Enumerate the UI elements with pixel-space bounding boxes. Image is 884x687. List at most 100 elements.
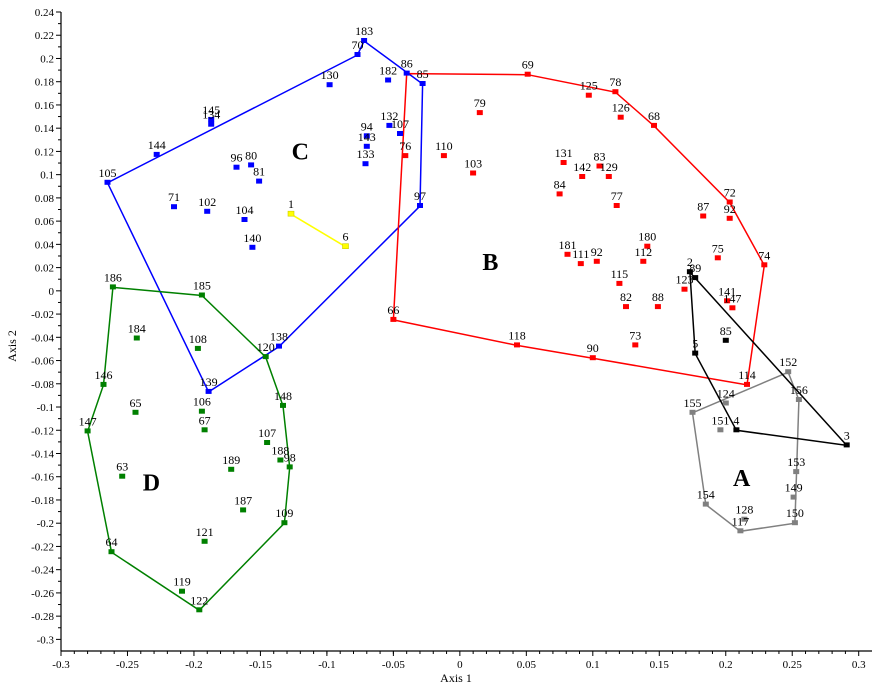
data-point-125 (585, 92, 592, 98)
axes: -0.3 -0.25 -0.2 -0.15 -0.1 -0.05 0 0.05 0.1 0.15 0… (31, 7, 872, 671)
data-point-97 (417, 203, 423, 208)
point-label-98: 98 (284, 450, 296, 464)
x-tick-label: -0.1 (318, 659, 335, 671)
y-tick-label: -0.1 (37, 402, 54, 414)
data-point-149 (790, 494, 797, 500)
data-point-120 (262, 354, 269, 360)
point-label-182: 182 (379, 64, 397, 78)
data-point-151 (717, 427, 724, 433)
point-label-111: 111 (572, 247, 589, 261)
point-label-124: 124 (717, 387, 735, 401)
data-point-123 (681, 286, 688, 292)
data-point-114 (744, 381, 750, 387)
point-label-71: 71 (168, 190, 180, 204)
x-tick-label: 0.1 (586, 659, 600, 671)
point-label-68: 68 (648, 109, 660, 123)
point-label-4: 4 (733, 413, 739, 427)
point-label-185: 185 (193, 279, 211, 293)
data-point-81 (256, 178, 263, 184)
x-tick-label: -0.25 (116, 659, 139, 671)
point-label-156: 156 (790, 383, 808, 397)
data-point-78 (612, 89, 619, 95)
y-tick-label: -0.08 (31, 379, 54, 391)
y-tick-label: 0.02 (35, 263, 54, 275)
x-tick-label: 0.2 (719, 659, 733, 671)
point-label-70: 70 (352, 38, 364, 52)
group-label-a: A (733, 466, 751, 492)
hull-b (392, 72, 766, 386)
data-point-187 (240, 507, 247, 513)
group-label-d: D (143, 471, 160, 497)
point-label-65: 65 (130, 396, 142, 410)
data-point-141 (724, 298, 731, 304)
point-label-63: 63 (116, 460, 128, 474)
data-point-188 (277, 457, 284, 463)
point-label-148: 148 (274, 389, 292, 403)
data-point-65 (132, 409, 139, 415)
data-point-154 (702, 501, 709, 507)
point-label-88: 88 (652, 290, 664, 304)
data-point-73 (632, 342, 639, 348)
data-point-143 (363, 143, 370, 149)
y-tick-label: -0.12 (31, 425, 54, 437)
point-label-134: 134 (202, 108, 220, 122)
y-tick-label: -0.28 (31, 611, 54, 623)
point-label-133: 133 (357, 147, 375, 161)
data-point-106 (198, 408, 205, 414)
point-label-129: 129 (600, 160, 618, 174)
data-point-4 (733, 427, 740, 433)
data-point-150 (791, 520, 798, 526)
y-axis-title: Axis 2 (5, 330, 19, 362)
point-label-64: 64 (106, 535, 118, 549)
data-point-80 (248, 162, 255, 168)
point-label-153: 153 (787, 455, 805, 469)
data-point-180 (644, 243, 651, 249)
point-label-79: 79 (474, 96, 486, 110)
point-label-188: 188 (271, 444, 289, 458)
point-label-84: 84 (554, 177, 566, 191)
data-point-67 (201, 427, 208, 433)
point-label-103: 103 (464, 157, 482, 171)
point-label-147: 147 (723, 291, 741, 305)
point-label-76: 76 (399, 139, 411, 153)
data-point-142 (579, 174, 586, 179)
data-point-88 (654, 304, 661, 310)
point-label-90: 90 (587, 341, 599, 355)
point-label-149: 149 (785, 481, 803, 495)
data-point-144 (153, 151, 160, 157)
y-tick-label: -0.26 (31, 588, 54, 600)
point-label-126: 126 (612, 101, 630, 115)
data-point-75 (714, 255, 721, 261)
point-label-130: 130 (321, 68, 339, 82)
point-label-184: 184 (128, 322, 146, 336)
data-point-64 (108, 549, 115, 555)
data-point-72 (726, 199, 733, 205)
point-label-107: 107 (391, 117, 409, 131)
point-label-181: 181 (559, 238, 577, 252)
point-label-115: 115 (611, 267, 629, 281)
point-label-108: 108 (189, 332, 207, 346)
data-point-79 (476, 110, 483, 116)
data-point-119 (179, 588, 185, 594)
data-point-85 (419, 81, 426, 86)
point-label-152: 152 (779, 355, 797, 369)
y-tick-label: -0.16 (31, 472, 54, 484)
data-point-145 (208, 117, 215, 122)
x-tick-label: 0 (457, 659, 463, 671)
data-point-140 (249, 244, 256, 250)
point-label-155: 155 (684, 396, 702, 410)
data-point-105 (104, 179, 111, 185)
point-label-86: 86 (401, 57, 413, 71)
point-label-94: 94 (361, 119, 373, 133)
point-label-85: 85 (720, 324, 732, 338)
data-point-109 (281, 520, 288, 526)
data-point-94 (363, 133, 370, 139)
point-label-92: 92 (724, 202, 736, 216)
point-label-69: 69 (522, 58, 534, 72)
x-tick-label: 0.3 (852, 659, 866, 671)
point-label-183: 183 (355, 24, 373, 38)
point-label-102: 102 (198, 195, 216, 209)
point-label-78: 78 (609, 75, 621, 89)
point-label-92: 92 (591, 245, 603, 259)
